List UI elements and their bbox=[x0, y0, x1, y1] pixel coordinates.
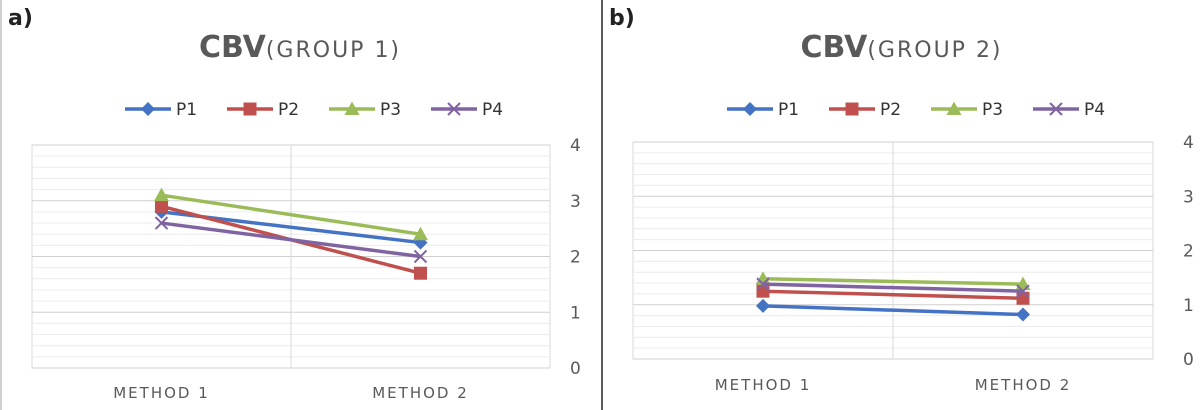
series-p1 bbox=[756, 298, 1030, 322]
y-tick-label: 1 bbox=[1183, 296, 1194, 316]
y-tick-label: 4 bbox=[1183, 133, 1194, 153]
legend-marker bbox=[845, 102, 859, 116]
data-point bbox=[1016, 284, 1030, 298]
data-point bbox=[413, 249, 428, 264]
legend-label: P3 bbox=[380, 100, 401, 120]
series-line bbox=[762, 289, 1024, 300]
data-point bbox=[155, 199, 168, 213]
legend-item: P3 bbox=[931, 100, 1003, 120]
y-tick-label: 4 bbox=[570, 136, 581, 156]
legend-item: P4 bbox=[1033, 100, 1105, 120]
legend-marker bbox=[243, 102, 257, 116]
chart-title-sub: (GROUP 2) bbox=[867, 38, 1003, 63]
chart-title-main: CBV bbox=[800, 30, 868, 65]
legend-marker bbox=[344, 101, 360, 115]
series-line bbox=[161, 221, 421, 259]
legend-label: P1 bbox=[176, 100, 197, 120]
y-tick-label: 3 bbox=[1183, 187, 1194, 207]
chart-title: CBV(GROUP 1) bbox=[2, 30, 598, 65]
data-point bbox=[414, 266, 427, 280]
chart-title-sub: (GROUP 1) bbox=[265, 38, 402, 63]
x-tick-label: METHOD 2 bbox=[975, 376, 1072, 394]
y-tick-label: 0 bbox=[570, 359, 581, 379]
series-p3 bbox=[154, 187, 428, 241]
legend-item: P4 bbox=[431, 100, 503, 120]
data-point bbox=[1016, 291, 1030, 305]
legend-item: P1 bbox=[727, 100, 799, 120]
panel-label: b) bbox=[609, 6, 635, 31]
line-chart-plot: 0 1 2 3 4 METHOD 1 METHOD 2 P1 P2 P3 P4 bbox=[31, 100, 581, 402]
y-tick-label: 2 bbox=[1183, 242, 1194, 262]
data-point bbox=[756, 298, 770, 313]
series-line bbox=[161, 193, 421, 236]
chart-panel-b: b) CBV(GROUP 2) 0 1 2 3 4 METHOD 1 METHOD 2 P1 P… bbox=[601, 0, 1200, 410]
legend-marker bbox=[447, 102, 461, 116]
line-chart-plot: 0 1 2 3 4 METHOD 1 METHOD 2 P1 P2 P3 P4 bbox=[632, 100, 1194, 394]
legend-label: P2 bbox=[278, 100, 299, 120]
legend-marker bbox=[743, 102, 757, 116]
y-tick-label: 2 bbox=[570, 248, 581, 268]
y-tick-label: 1 bbox=[570, 303, 581, 323]
y-tick-label: 0 bbox=[1183, 350, 1194, 370]
legend: P1 P2 P3 P4 bbox=[125, 100, 503, 120]
chart-title-main: CBV bbox=[198, 30, 266, 65]
data-point bbox=[1016, 307, 1030, 322]
legend: P1 P2 P3 P4 bbox=[727, 100, 1105, 120]
chart-panel-a: a) CBV(GROUP 1) 0 1 2 3 4 METHOD 1 METHOD 2 P1 P… bbox=[0, 0, 598, 410]
x-tick-label: METHOD 1 bbox=[715, 376, 812, 394]
legend-item: P1 bbox=[125, 100, 197, 120]
series-line bbox=[762, 282, 1024, 293]
legend-label: P3 bbox=[982, 100, 1003, 120]
legend-marker bbox=[1049, 102, 1063, 116]
legend-item: P2 bbox=[829, 100, 901, 120]
series-p4 bbox=[756, 277, 1030, 298]
data-point bbox=[154, 216, 169, 230]
panel-label: a) bbox=[8, 6, 33, 31]
data-point bbox=[413, 226, 428, 241]
legend-label: P4 bbox=[482, 100, 503, 120]
legend-item: P2 bbox=[227, 100, 299, 120]
y-tick-label: 3 bbox=[570, 192, 581, 212]
series-line bbox=[762, 304, 1024, 317]
legend-marker bbox=[946, 101, 962, 115]
legend-item: P3 bbox=[329, 100, 401, 120]
chart-title: CBV(GROUP 2) bbox=[603, 30, 1200, 65]
series-line bbox=[762, 276, 1024, 286]
data-point bbox=[154, 187, 169, 202]
x-tick-label: METHOD 2 bbox=[372, 384, 469, 402]
data-point bbox=[756, 284, 770, 298]
data-point bbox=[756, 277, 770, 291]
x-tick-label: METHOD 1 bbox=[113, 384, 210, 402]
series-p4 bbox=[154, 216, 428, 264]
legend-label: P1 bbox=[778, 100, 799, 120]
legend-label: P2 bbox=[880, 100, 901, 120]
legend-marker bbox=[141, 102, 155, 116]
legend-label: P4 bbox=[1084, 100, 1105, 120]
